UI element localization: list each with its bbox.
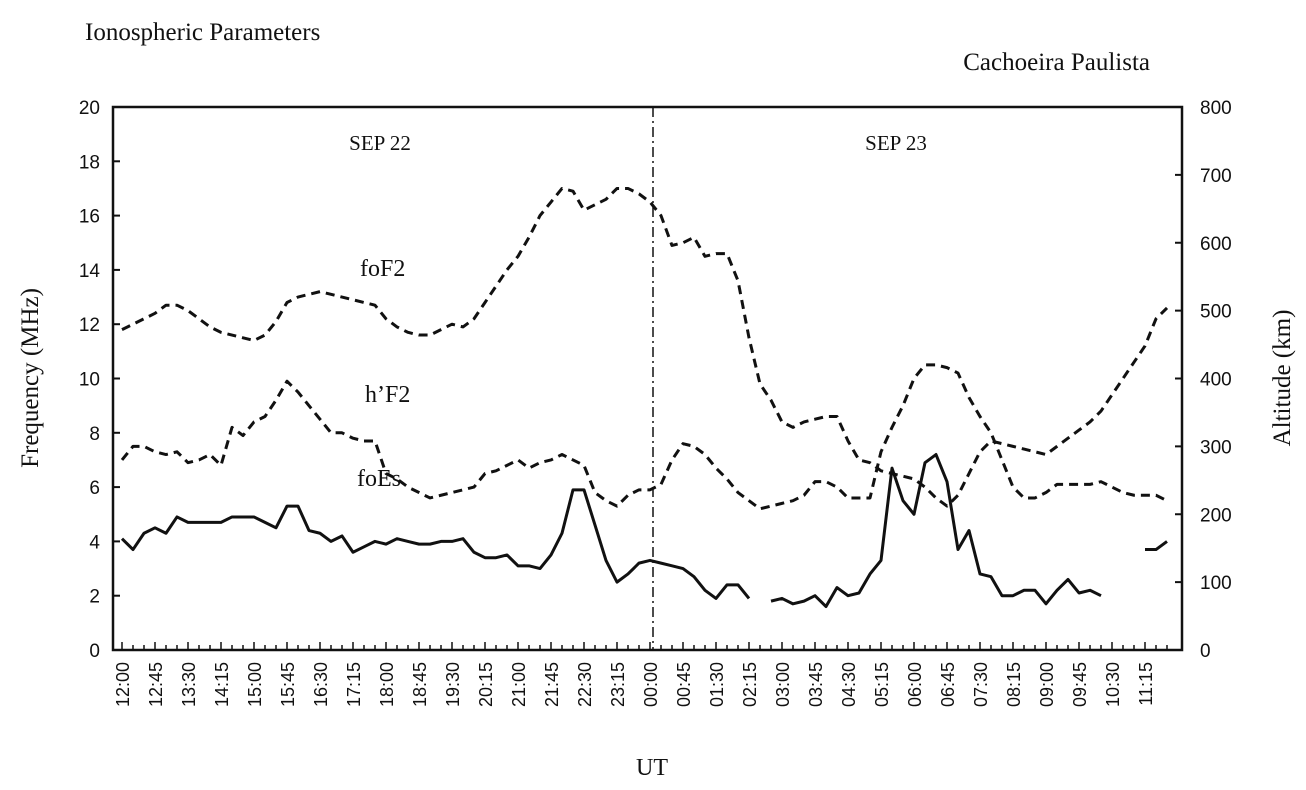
y-tick-label: 18 xyxy=(79,152,100,173)
series-label: h’F2 xyxy=(365,382,410,408)
series-label: foEs xyxy=(357,466,401,492)
y-axis-label: Frequency (MHz) xyxy=(17,288,44,468)
x-tick-label: 12:00 xyxy=(113,662,133,707)
x-tick-label: 14:15 xyxy=(212,662,232,707)
x-tick-label: 12:45 xyxy=(146,662,166,707)
x-axis-label: UT xyxy=(636,755,668,781)
y-tick-label: 16 xyxy=(79,207,100,228)
plot-frame xyxy=(111,105,1184,652)
x-tick-label: 20:15 xyxy=(476,662,496,707)
series-line xyxy=(121,186,1169,508)
y2-tick-label: 300 xyxy=(1200,437,1232,458)
x-tick-label: 03:45 xyxy=(806,662,826,707)
y2-tick-label: 200 xyxy=(1200,505,1232,526)
y-tick-label: 4 xyxy=(89,532,100,553)
annotation: SEP 22 xyxy=(349,131,411,155)
y2-tick-label: 0 xyxy=(1200,641,1211,662)
y2-tick-label: 800 xyxy=(1200,98,1232,119)
x-tick-label: 11:15 xyxy=(1136,662,1156,706)
y-tick-label: 20 xyxy=(79,98,100,119)
y2-tick-label: 100 xyxy=(1200,573,1232,594)
x-tick-label: 02:15 xyxy=(740,662,760,707)
series-line xyxy=(120,453,1168,609)
x-tick-label: 07:30 xyxy=(971,662,991,707)
series-label: foF2 xyxy=(360,256,405,282)
x-tick-label: 17:15 xyxy=(344,662,364,707)
annotation: SEP 23 xyxy=(865,131,927,155)
x-tick-label: 15:00 xyxy=(245,662,265,707)
y2-tick-label: 700 xyxy=(1200,166,1232,187)
y-tick-label: 8 xyxy=(89,424,100,445)
x-tick-label: 10:30 xyxy=(1103,662,1123,707)
series-line xyxy=(120,363,1168,511)
x-tick-label: 22:30 xyxy=(575,662,595,707)
x-tick-label: 18:45 xyxy=(410,662,430,707)
x-tick-label: 06:00 xyxy=(905,662,925,707)
x-tick-label: 16:30 xyxy=(311,662,331,707)
chart-subtitle: Cachoeira Paulista xyxy=(963,49,1150,76)
y-tick-label: 12 xyxy=(79,315,100,336)
x-tick-label: 03:00 xyxy=(773,662,793,707)
x-tick-label: 21:00 xyxy=(509,662,529,707)
x-tick-label: 18:00 xyxy=(377,662,397,707)
x-tick-label: 04:30 xyxy=(839,662,859,707)
x-tick-label: 00:45 xyxy=(674,662,694,707)
x-tick-label: 05:15 xyxy=(872,662,892,707)
y2-tick-label: 600 xyxy=(1200,234,1232,255)
x-tick-label: 21:45 xyxy=(542,662,562,707)
y2-axis-label: Altitude (km) xyxy=(1269,310,1296,447)
x-tick-label: 19:30 xyxy=(443,662,463,707)
y2-tick-label: 400 xyxy=(1200,370,1232,391)
x-tick-label: 15:45 xyxy=(278,662,298,707)
y2-tick-label: 500 xyxy=(1200,302,1232,323)
chart-title: Ionospheric Parameters xyxy=(85,19,320,46)
x-tick-label: 01:30 xyxy=(707,662,727,707)
x-tick-label: 00:00 xyxy=(641,662,661,707)
y-tick-label: 6 xyxy=(89,478,100,499)
y-tick-label: 14 xyxy=(79,261,101,282)
y-tick-label: 10 xyxy=(79,370,100,391)
x-tick-label: 09:00 xyxy=(1037,662,1057,707)
y-tick-label: 0 xyxy=(89,641,100,662)
y-tick-label: 2 xyxy=(89,587,100,608)
x-tick-label: 06:45 xyxy=(938,662,958,707)
x-tick-label: 23:15 xyxy=(608,662,628,707)
x-tick-label: 09:45 xyxy=(1070,662,1090,707)
x-tick-label: 13:30 xyxy=(179,662,199,707)
x-tick-label: 08:15 xyxy=(1004,662,1024,707)
